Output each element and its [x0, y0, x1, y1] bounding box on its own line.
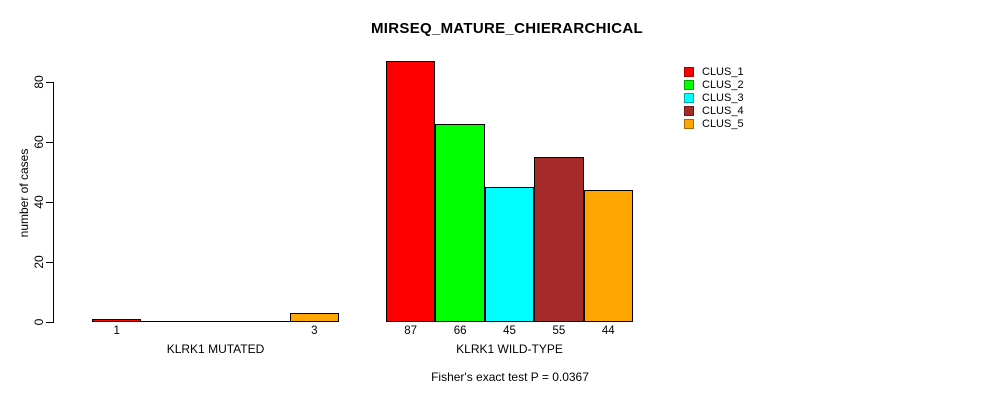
legend-swatch-clus_1 [684, 67, 694, 78]
legend-entry: CLUS_1 [684, 66, 744, 79]
bar-value-label: 44 [601, 325, 615, 337]
legend-entry-label: CLUS_3 [702, 91, 744, 104]
bar-value-label: 87 [404, 325, 418, 337]
bar-clus_2 [435, 124, 485, 322]
bar-value-label: 3 [311, 325, 318, 337]
bar-value-label: 45 [503, 325, 516, 337]
y-axis-tick [46, 201, 53, 203]
legend-swatch-clus_5 [684, 118, 694, 129]
bar-clus_3 [484, 187, 535, 322]
y-axis-tick-label: 80 [32, 75, 46, 89]
y-axis-tick [46, 261, 53, 263]
legend-entry-label: CLUS_5 [702, 117, 744, 130]
y-axis-line [53, 82, 54, 323]
bar-value-label: 55 [552, 325, 566, 337]
y-axis-tick [46, 141, 53, 143]
bar-clus_5 [289, 313, 339, 322]
legend-swatch-clus_2 [684, 80, 694, 91]
bar-value-label: 66 [453, 325, 467, 337]
legend-entry: CLUS_4 [684, 104, 744, 117]
y-axis-tick-label: 0 [32, 318, 46, 326]
y-axis-tick [46, 321, 53, 323]
zero-height-bar [190, 321, 242, 322]
bar-clus_1 [386, 61, 436, 322]
legend-entry-label: CLUS_2 [702, 79, 744, 92]
y-axis-tick [46, 81, 53, 83]
legend-entry: CLUS_2 [684, 79, 744, 92]
zero-height-bar [141, 321, 192, 322]
y-axis-tick-label: 20 [32, 255, 46, 269]
legend-entry: CLUS_3 [684, 92, 744, 105]
group-label: KLRK1 WILD-TYPE [456, 342, 563, 356]
legend: CLUS_1 CLUS_2 CLUS_3 CLUS_4 CLUS_5 [684, 66, 744, 130]
legend-swatch-clus_4 [684, 105, 694, 116]
legend-entry-label: CLUS_4 [702, 104, 744, 117]
legend-entry: CLUS_5 [684, 117, 744, 130]
bar-clus_5 [583, 190, 633, 322]
bar-clus_4 [534, 157, 584, 322]
fisher-test-caption: Fisher's exact test P = 0.0367 [431, 370, 589, 384]
legend-entry-label: CLUS_1 [702, 66, 744, 79]
y-axis-tick-label: 60 [32, 135, 46, 149]
legend-swatch-clus_3 [684, 92, 694, 103]
group-label: KLRK1 MUTATED [166, 342, 265, 356]
bar-clus_1 [92, 319, 142, 322]
y-axis-label: number of cases [17, 148, 31, 238]
y-axis-tick-label: 40 [32, 195, 46, 209]
bar-value-label: 1 [113, 325, 120, 337]
zero-height-bar [240, 321, 291, 322]
chart-title: MIRSEQ_MATURE_CHIERARCHICAL [371, 20, 643, 37]
